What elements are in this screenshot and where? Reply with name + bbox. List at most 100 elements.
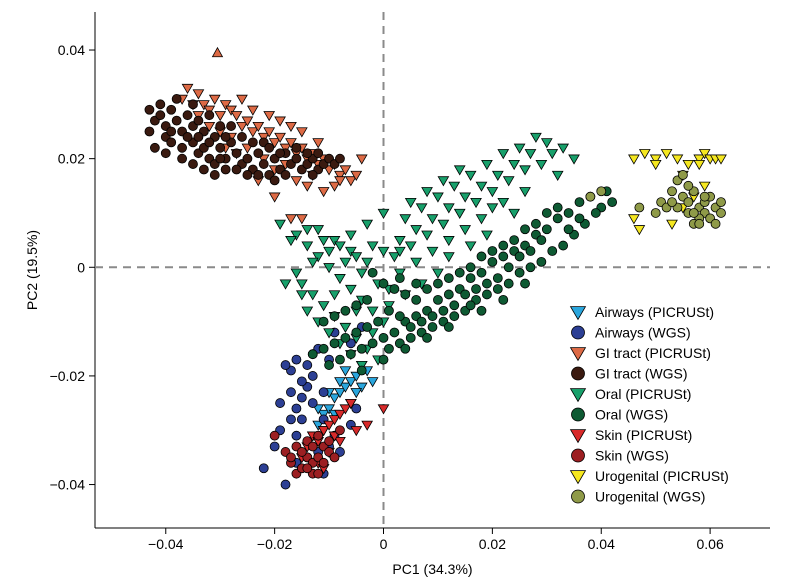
point-gi-tract-picrust — [301, 181, 314, 192]
point-oral-wgs — [476, 267, 487, 278]
point-gi-tract-picrust — [192, 89, 205, 100]
point-oral-picrust — [328, 290, 341, 301]
point-oral-picrust — [274, 219, 286, 230]
point-gi-tract-picrust — [344, 176, 357, 187]
point-airways-picrust — [334, 388, 346, 399]
point-oral-wgs — [476, 305, 487, 316]
x-tick-label: −0.02 — [257, 536, 293, 552]
point-airways-wgs — [291, 354, 302, 365]
point-oral-wgs — [563, 208, 574, 218]
point-gi-tract-wgs — [198, 164, 209, 175]
point-gi-tract-picrust — [274, 116, 286, 127]
point-skin-picrust — [350, 426, 363, 437]
point-urogenital-picrust — [671, 154, 684, 165]
point-oral-picrust — [393, 246, 406, 257]
point-gi-tract-wgs — [253, 148, 264, 159]
point-oral-picrust — [475, 181, 488, 192]
point-oral-picrust — [306, 290, 319, 301]
point-oral-picrust — [453, 208, 466, 219]
point-oral-wgs — [340, 332, 351, 343]
point-oral-wgs — [335, 354, 345, 365]
point-oral-wgs — [509, 235, 520, 246]
point-urogenital-picrust — [638, 149, 651, 160]
point-oral-wgs — [378, 332, 389, 343]
point-oral-picrust — [377, 246, 390, 257]
point-oral-wgs — [367, 338, 378, 349]
point-oral-picrust — [290, 268, 303, 279]
point-oral-wgs — [492, 273, 503, 284]
legend-label-oral-picrust: Oral (PICRUSt) — [595, 386, 691, 402]
point-oral-picrust — [323, 246, 335, 257]
point-oral-wgs — [389, 284, 400, 294]
point-oral-picrust — [432, 192, 444, 203]
legend-label-airways-wgs: Airways (WGS) — [595, 325, 691, 341]
point-gi-tract-picrust — [225, 105, 237, 116]
point-gi-tract-picrust — [263, 111, 276, 122]
point-gi-tract-wgs — [166, 104, 177, 115]
point-oral-wgs — [449, 311, 460, 322]
point-oral-wgs — [552, 213, 563, 224]
point-oral-picrust — [442, 203, 455, 214]
legend-marker-gi-tract-picrust — [569, 347, 587, 362]
point-airways-wgs — [286, 414, 296, 425]
point-gi-tract-wgs — [291, 153, 302, 164]
point-gi-tract-picrust — [263, 127, 276, 138]
x-tick-label: 0.04 — [588, 536, 615, 552]
legend-marker-airways-wgs — [571, 325, 585, 340]
point-urogenital-wgs — [688, 208, 699, 218]
point-oral-picrust — [279, 279, 292, 290]
point-gi-tract-picrust — [236, 121, 248, 133]
point-oral-wgs — [411, 278, 422, 289]
point-gi-tract-picrust — [285, 138, 297, 149]
point-oral-picrust — [421, 230, 433, 241]
point-oral-wgs — [443, 322, 454, 332]
point-airways-wgs — [351, 403, 362, 414]
point-oral-wgs — [454, 267, 465, 278]
point-oral-wgs — [465, 262, 476, 273]
point-urogenital-picrust — [666, 219, 678, 230]
point-oral-wgs — [351, 327, 362, 338]
point-oral-picrust — [470, 197, 482, 209]
point-gi-tract-wgs — [188, 99, 198, 110]
point-airways-picrust — [344, 377, 357, 388]
point-oral-picrust — [513, 143, 526, 154]
point-oral-picrust — [432, 268, 444, 279]
point-urogenital-wgs — [678, 170, 688, 180]
point-oral-wgs — [394, 311, 405, 322]
point-gi-tract-picrust — [274, 132, 286, 143]
point-urogenital-wgs — [650, 208, 661, 218]
point-urogenital-picrust — [682, 159, 695, 171]
point-oral-picrust — [377, 208, 390, 219]
point-airways-picrust — [339, 382, 352, 393]
point-oral-picrust — [361, 219, 374, 230]
point-gi-tract-wgs — [313, 148, 324, 159]
point-oral-wgs — [324, 360, 334, 370]
point-oral-wgs — [427, 311, 438, 322]
point-skin-picrust — [377, 404, 390, 415]
point-gi-tract-wgs — [171, 115, 182, 126]
point-urogenital-wgs — [667, 197, 677, 208]
point-oral-picrust — [502, 176, 515, 187]
point-gi-tract-wgs — [335, 153, 345, 164]
point-airways-wgs — [280, 360, 291, 370]
point-gi-tract-picrust — [268, 138, 281, 149]
point-oral-wgs — [482, 289, 492, 300]
point-gi-tract-wgs — [177, 142, 187, 153]
point-airways-wgs — [291, 403, 302, 414]
point-oral-wgs — [356, 365, 367, 376]
legend-marker-oral-wgs — [571, 407, 585, 422]
point-urogenital-wgs — [596, 186, 607, 197]
point-gi-tract-picrust — [295, 214, 308, 225]
point-oral-wgs — [389, 327, 400, 338]
point-oral-picrust — [464, 170, 477, 181]
point-gi-tract-picrust — [285, 214, 297, 225]
point-oral-picrust — [557, 143, 570, 154]
point-gi-tract-wgs — [215, 142, 226, 153]
point-skin-picrust — [334, 436, 346, 448]
point-gi-tract-picrust — [203, 121, 216, 133]
point-gi-tract-wgs — [155, 110, 166, 121]
point-oral-wgs — [367, 267, 378, 278]
point-oral-wgs — [422, 284, 432, 294]
legend-marker-urogenital-picrust — [569, 470, 587, 485]
point-oral-wgs — [492, 284, 503, 294]
